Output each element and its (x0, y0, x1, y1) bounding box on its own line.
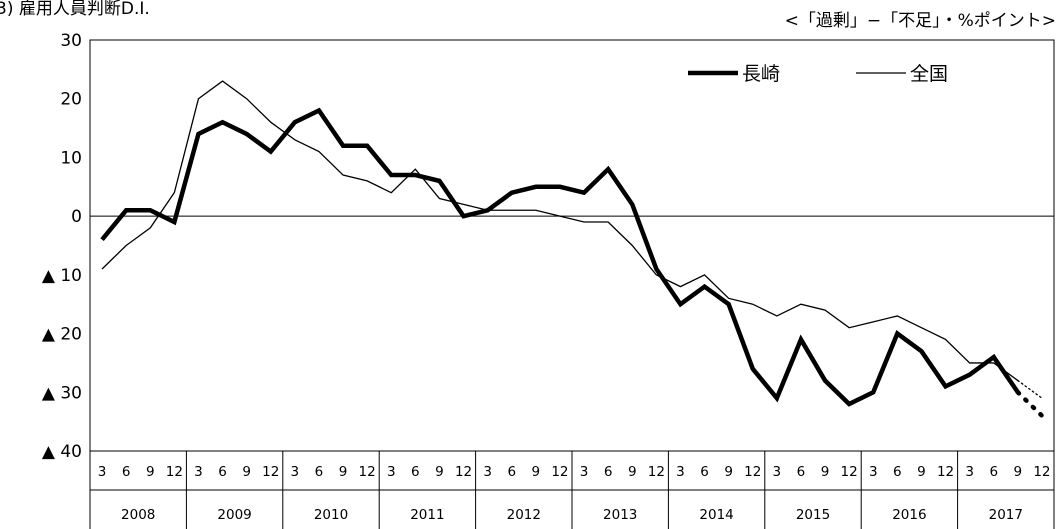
month-tick-label: 6 (315, 464, 324, 480)
y-tick-label: ▲ 20 (42, 325, 82, 345)
month-tick-label: 12 (744, 464, 761, 480)
month-tick-label: 9 (724, 464, 733, 480)
month-tick-label: 3 (387, 464, 396, 480)
month-tick-label: 12 (455, 464, 472, 480)
series-forecast-national (1017, 379, 1043, 399)
month-tick-label: 6 (218, 464, 227, 480)
series-layer (100, 80, 1045, 419)
month-tick-label: 12 (648, 464, 665, 480)
y-tick-label: 0 (71, 207, 82, 227)
month-tick-label: 9 (628, 464, 637, 480)
year-label: 2017 (989, 507, 1023, 523)
month-tick-label: 12 (937, 464, 954, 480)
series-line-national (101, 80, 1019, 382)
unit-label: <「過剰」−「不足」・%ポイント> (785, 11, 1056, 31)
month-tick-label: 3 (194, 464, 203, 480)
y-tick-label: 30 (60, 31, 82, 51)
month-tick-label: 9 (821, 464, 830, 480)
year-label: 2012 (507, 507, 541, 523)
month-tick-label: 9 (242, 464, 251, 480)
y-tick-label: 20 (60, 90, 82, 110)
month-tick-label: 9 (917, 464, 926, 480)
y-tick-label: 10 (60, 148, 82, 168)
month-tick-label: 3 (773, 464, 782, 480)
year-label: 2011 (410, 507, 444, 523)
month-tick-label: 12 (166, 464, 183, 480)
chart-title: 3) 雇用人員判断D.I. (0, 0, 150, 19)
month-tick-label: 3 (676, 464, 685, 480)
legend: 長崎 全国 (688, 63, 948, 85)
plot-area (89, 39, 1055, 452)
year-label: 2009 (217, 507, 251, 523)
month-tick-label: 6 (893, 464, 902, 480)
month-tick-label: 12 (551, 464, 568, 480)
month-tick-label: 3 (483, 464, 492, 480)
month-tick-label: 6 (507, 464, 516, 480)
month-tick-label: 12 (359, 464, 376, 480)
month-tick-label: 6 (989, 464, 998, 480)
legend-label-nagasaki: 長崎 (742, 63, 780, 85)
year-label: 2008 (121, 507, 155, 523)
month-tick-label: 6 (411, 464, 420, 480)
month-tick-label: 3 (580, 464, 589, 480)
y-tick-label: ▲ 30 (42, 383, 82, 403)
series-forecast-nagasaki (1015, 390, 1045, 419)
year-label: 2016 (892, 507, 926, 523)
y-tick-label: ▲ 40 (42, 442, 82, 462)
month-tick-label: 6 (797, 464, 806, 480)
month-tick-label: 9 (1014, 464, 1023, 480)
month-tick-label: 3 (98, 464, 107, 480)
month-tick-label: 12 (841, 464, 858, 480)
month-tick-label: 12 (1033, 464, 1050, 480)
year-label: 2010 (314, 507, 348, 523)
month-tick-label: 3 (869, 464, 878, 480)
month-tick-label: 6 (700, 464, 709, 480)
year-label: 2015 (796, 507, 830, 523)
month-tick-label: 9 (532, 464, 541, 480)
month-tick-label: 3 (291, 464, 300, 480)
legend-label-national: 全国 (910, 63, 948, 85)
year-label: 2014 (699, 507, 733, 523)
month-tick-label: 6 (122, 464, 131, 480)
month-tick-label: 9 (339, 464, 348, 480)
y-axis: 30 20 10 0 ▲ 10 ▲ 20 ▲ 30 ▲ 40 (42, 31, 82, 462)
month-tick-label: 9 (435, 464, 444, 480)
month-tick-label: 9 (146, 464, 155, 480)
month-tick-label: 3 (965, 464, 974, 480)
year-label: 2013 (603, 507, 637, 523)
month-tick-label: 6 (604, 464, 613, 480)
month-tick-label: 12 (262, 464, 279, 480)
y-tick-label: ▲ 10 (42, 266, 82, 286)
series-line-nagasaki (100, 107, 1020, 407)
